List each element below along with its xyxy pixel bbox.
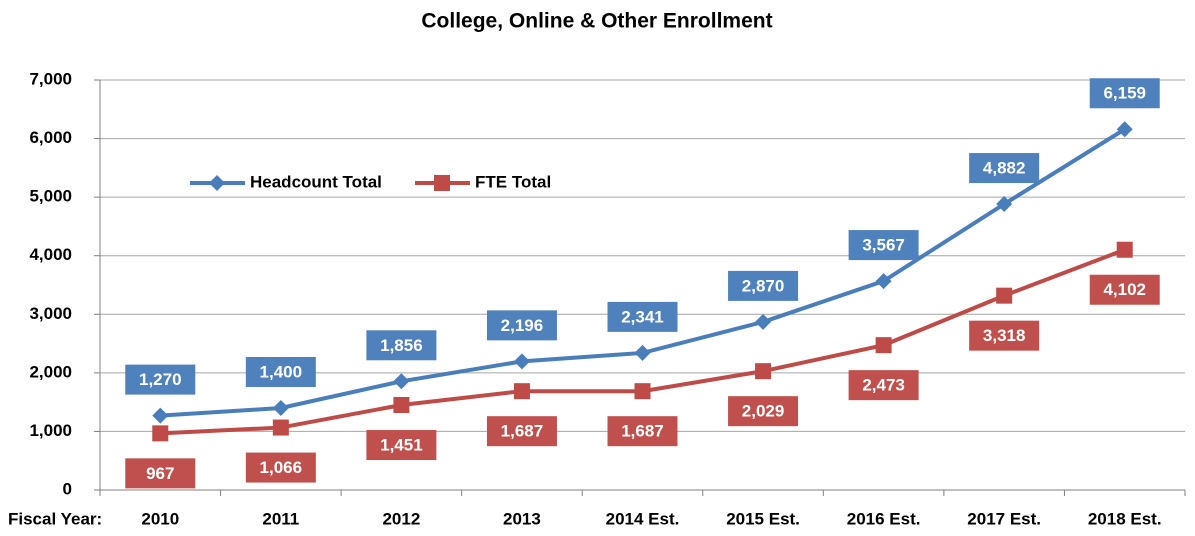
label-bg bbox=[607, 416, 678, 447]
data-label: 6,159 bbox=[1103, 84, 1146, 103]
x-tick-label: 2013 bbox=[503, 509, 541, 528]
point bbox=[152, 425, 169, 442]
label-bg bbox=[969, 320, 1040, 351]
label-bg bbox=[366, 430, 437, 461]
point bbox=[996, 287, 1013, 304]
x-tick-label: 2012 bbox=[382, 509, 420, 528]
label-bg bbox=[245, 452, 316, 483]
point bbox=[513, 383, 530, 400]
point bbox=[875, 337, 892, 354]
x-tick-label: 2010 bbox=[141, 509, 179, 528]
point bbox=[1116, 121, 1133, 138]
label-bg bbox=[607, 301, 678, 332]
label-bg bbox=[848, 370, 919, 401]
data-label: 967 bbox=[146, 464, 174, 483]
point bbox=[513, 353, 530, 370]
data-label: 1,687 bbox=[501, 422, 544, 441]
data-label: 1,270 bbox=[139, 370, 182, 389]
label-bg bbox=[1089, 78, 1160, 109]
x-tick-label: 2017 Est. bbox=[967, 509, 1041, 528]
label-bg bbox=[125, 364, 196, 395]
data-label: 2,870 bbox=[742, 276, 785, 295]
data-label: 1,687 bbox=[621, 422, 664, 441]
data-label: 3,567 bbox=[862, 236, 905, 255]
data-label: 4,102 bbox=[1103, 280, 1146, 299]
data-label: 1,451 bbox=[380, 435, 423, 454]
x-axis-label: Fiscal Year: bbox=[8, 509, 102, 528]
legend-label: FTE Total bbox=[475, 172, 551, 191]
point bbox=[755, 363, 772, 380]
x-tick-label: 2018 Est. bbox=[1088, 509, 1162, 528]
point bbox=[755, 313, 772, 330]
x-tick-label: 2014 Est. bbox=[606, 509, 680, 528]
point bbox=[393, 373, 410, 390]
y-tick-label: 5,000 bbox=[29, 187, 72, 206]
label-bg bbox=[486, 416, 557, 447]
x-tick-label: 2011 bbox=[262, 509, 299, 528]
data-label: 4,882 bbox=[983, 159, 1026, 178]
data-label: 1,856 bbox=[380, 336, 423, 355]
point bbox=[152, 407, 169, 424]
point bbox=[634, 383, 651, 400]
point bbox=[272, 400, 289, 416]
point bbox=[393, 397, 410, 414]
label-bg bbox=[848, 230, 919, 261]
point bbox=[996, 196, 1013, 213]
point bbox=[875, 273, 892, 290]
chart-title: College, Online & Other Enrollment bbox=[421, 10, 772, 33]
point bbox=[634, 344, 651, 361]
data-label: 2,029 bbox=[742, 402, 785, 421]
label-bg bbox=[1089, 274, 1160, 305]
y-tick-label: 7,000 bbox=[29, 69, 72, 88]
data-label: 2,196 bbox=[501, 316, 544, 335]
point bbox=[1116, 241, 1133, 258]
label-bg bbox=[728, 270, 799, 301]
legend-label: Headcount Total bbox=[250, 172, 382, 191]
label-bg bbox=[728, 396, 799, 427]
y-tick-label: 6,000 bbox=[29, 128, 72, 147]
legend-marker bbox=[209, 175, 225, 191]
point bbox=[272, 419, 289, 436]
y-tick-label: 4,000 bbox=[29, 245, 72, 264]
y-tick-label: 2,000 bbox=[29, 362, 72, 381]
label-bg bbox=[245, 357, 316, 387]
data-label: 3,318 bbox=[983, 326, 1026, 345]
x-tick-label: 2016 Est. bbox=[847, 509, 921, 528]
label-bg bbox=[125, 458, 196, 489]
x-tick-label: 2015 Est. bbox=[726, 509, 800, 528]
label-bg bbox=[366, 330, 437, 361]
y-tick-label: 0 bbox=[63, 479, 72, 498]
data-label: 2,341 bbox=[621, 307, 664, 326]
data-label: 1,066 bbox=[260, 458, 303, 477]
y-tick-label: 3,000 bbox=[29, 304, 72, 323]
label-bg bbox=[969, 153, 1040, 184]
y-tick-label: 1,000 bbox=[29, 421, 72, 440]
data-label: 2,473 bbox=[862, 376, 905, 395]
label-bg bbox=[486, 310, 557, 341]
legend-marker bbox=[434, 175, 450, 191]
data-label: 1,400 bbox=[260, 362, 303, 381]
